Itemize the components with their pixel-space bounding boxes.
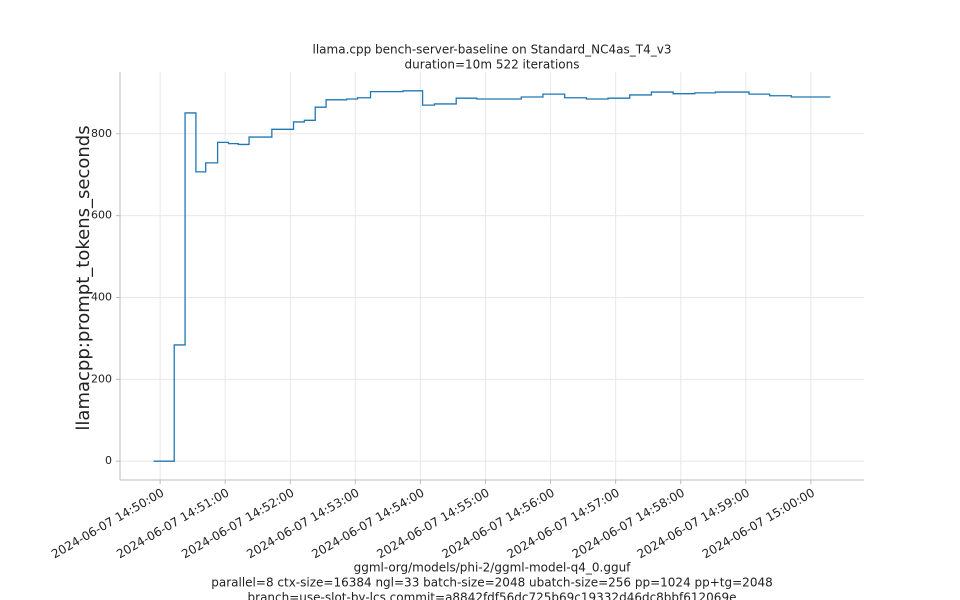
footer-note: branch=use-slot-by-lcs commit=a8842fdf56…: [248, 591, 737, 600]
data-line: [153, 90, 831, 462]
x-tick-label: 2024-06-07 14:52:00: [179, 486, 296, 562]
x-tick-label: 2024-06-07 14:57:00: [505, 486, 622, 562]
y-tick-label: 600: [91, 209, 112, 222]
x-tick-label: 2024-06-07 14:50:00: [49, 486, 166, 562]
x-tick-label: 2024-06-07 14:58:00: [570, 486, 687, 562]
chart-title: llama.cpp bench-server-baseline on Stand…: [313, 43, 672, 57]
x-tick-label: 2024-06-07 14:55:00: [374, 486, 491, 562]
x-tick-label: 2024-06-07 14:53:00: [244, 486, 361, 562]
chart-subtitle: duration=10m 522 iterations: [405, 58, 580, 72]
x-tick-label: 2024-06-07 14:54:00: [309, 486, 426, 562]
footer-note: parallel=8 ctx-size=16384 ngl=33 batch-s…: [211, 576, 772, 590]
y-tick-label: 800: [91, 127, 112, 140]
y-tick-label: 400: [91, 290, 112, 303]
x-tick-label: 2024-06-07 14:51:00: [114, 486, 231, 562]
x-tick-label: 2024-06-07 14:56:00: [439, 486, 556, 562]
footer-note: ggml-org/models/phi-2/ggml-model-q4_0.gg…: [354, 561, 632, 575]
x-tick-label: 2024-06-07 15:00:00: [700, 486, 817, 562]
y-axis-label: llamacpp:prompt_tokens_seconds: [73, 125, 94, 430]
x-tick-label: 2024-06-07 14:59:00: [635, 486, 752, 562]
y-tick-label: 200: [91, 372, 112, 385]
y-tick-label: 0: [105, 454, 112, 467]
